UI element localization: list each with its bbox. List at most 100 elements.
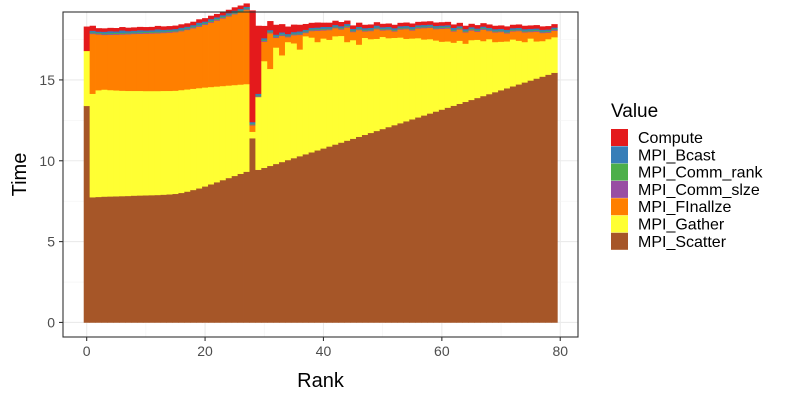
bar-segment-mpi-scatter (243, 171, 250, 323)
bar-segment-mpi-bcast (504, 29, 511, 32)
bar-segment-mpi-gather (498, 41, 505, 91)
bar-segment-mpi-scatter (148, 195, 156, 323)
bar-segment-mpi-comm-slze (95, 33, 102, 35)
legend-title: Value (611, 101, 658, 122)
bar-segment-mpi-bcast (213, 17, 221, 20)
bar-segment-mpi-bcast (350, 28, 357, 31)
bar-segment-mpi-finallze (208, 22, 215, 88)
legend-swatch (611, 232, 628, 250)
bar-segment-mpi-gather (545, 39, 552, 75)
bar-segment-mpi-scatter (462, 101, 469, 323)
bar-segment-mpi-finallze (261, 41, 268, 62)
bar-segment-mpi-comm-rank (533, 29, 540, 32)
bar-segment-compute (284, 26, 292, 35)
bar-segment-mpi-comm-slze (119, 33, 126, 35)
bar-segment-compute (202, 18, 209, 22)
bar-segment-mpi-bcast (284, 33, 292, 36)
bar-segment-mpi-finallze (373, 28, 381, 39)
bar-segment-mpi-scatter (255, 169, 262, 323)
bar-segment-mpi-comm-slze (545, 31, 552, 33)
bar-segment-mpi-comm-rank (545, 30, 552, 33)
bar-segment-mpi-comm-rank (196, 24, 203, 27)
bar-segment-mpi-comm-rank (385, 28, 392, 30)
bar-segment-mpi-comm-rank (397, 27, 404, 29)
bar-segment-mpi-bcast (296, 31, 304, 34)
bar-segment-mpi-scatter (154, 194, 162, 323)
bar-segment-mpi-bcast (409, 26, 416, 29)
bar-segment-mpi-gather (415, 38, 422, 118)
bar-segment-mpi-finallze (290, 35, 298, 44)
bar-segment-compute (190, 21, 197, 26)
bar-segment-mpi-bcast (237, 8, 244, 11)
bar-segment-mpi-comm-slze (219, 17, 227, 19)
bar-segment-mpi-finallze (539, 32, 546, 42)
bar-segment-mpi-gather (202, 87, 209, 187)
panel-border (62, 11, 579, 338)
bar-segment-mpi-scatter (492, 92, 499, 323)
legend-label: MPI_Gather (638, 217, 725, 234)
bar-segment-mpi-comm-slze (427, 26, 434, 28)
bar-segment-mpi-finallze (486, 30, 493, 40)
bar-segment-mpi-bcast (527, 28, 534, 31)
bar-segment-mpi-gather (533, 41, 540, 79)
bar-segment-mpi-comm-slze (279, 34, 286, 37)
bar-segment-mpi-gather (509, 39, 517, 87)
bar-segment-mpi-scatter (131, 195, 138, 323)
bar-segment-mpi-comm-slze (202, 23, 209, 25)
bar-segment-mpi-scatter (397, 123, 404, 323)
bar-segment-compute (379, 23, 387, 28)
bar-segment-mpi-comm-rank (208, 20, 215, 22)
bar-segment-mpi-finallze (142, 33, 150, 92)
bar-segment-mpi-comm-slze (403, 28, 410, 30)
bar-segment-mpi-comm-rank (101, 33, 108, 35)
bar-segment-mpi-comm-slze (527, 31, 534, 33)
bar-segment-mpi-comm-rank (160, 31, 167, 33)
bar-segment-mpi-bcast (261, 38, 268, 41)
bar-segment-mpi-scatter (468, 99, 475, 323)
x-tick-label: 0 (83, 343, 91, 359)
bar-segment-mpi-finallze (249, 125, 256, 132)
bar-segment-mpi-gather (397, 37, 404, 124)
bar-segment-mpi-scatter (438, 109, 446, 323)
bar-segment-mpi-scatter (391, 125, 398, 323)
bar-segment-mpi-comm-slze (160, 32, 167, 34)
bar-segment-mpi-bcast (415, 25, 422, 28)
bar-segment-mpi-gather (119, 90, 126, 197)
bar-segment-mpi-comm-rank (237, 10, 244, 12)
bar-segment-mpi-comm-rank (95, 32, 102, 34)
bar-segment-mpi-scatter (166, 194, 173, 323)
legend-swatch (611, 198, 628, 216)
bar-segment-mpi-comm-slze (101, 33, 108, 36)
bar-segment-mpi-comm-rank (142, 31, 150, 33)
bar-segment-mpi-bcast (95, 31, 102, 33)
bar-segment-mpi-comm-slze (480, 28, 487, 30)
bar-segment-mpi-bcast (166, 29, 173, 32)
bar-segment-mpi-gather (515, 40, 523, 85)
bar-segment-mpi-gather (261, 60, 268, 169)
bar-segment-mpi-gather (172, 90, 179, 195)
bar-segment-mpi-comm-slze (539, 32, 546, 34)
bar-segment-compute (498, 25, 505, 29)
bar-segment-compute (142, 27, 150, 31)
bar-segment-mpi-finallze (498, 31, 505, 42)
bar-segment-mpi-scatter (486, 93, 493, 323)
bar-segment-mpi-comm-slze (213, 19, 221, 21)
bar-segment-compute (409, 23, 416, 28)
bar-segment-mpi-comm-slze (356, 29, 363, 31)
bar-segment-mpi-bcast (486, 27, 493, 30)
bar-segment-mpi-comm-rank (344, 25, 351, 27)
bar-segment-mpi-gather (131, 90, 138, 196)
bar-segment-mpi-comm-slze (385, 29, 392, 31)
bar-segment-mpi-comm-rank (391, 29, 398, 31)
bar-segment-mpi-comm-rank (492, 30, 499, 32)
bar-segment-mpi-gather (273, 47, 280, 165)
bar-segment-mpi-bcast (367, 27, 375, 30)
bar-segment-mpi-comm-rank (302, 31, 310, 33)
bar-segment-compute (279, 24, 286, 33)
bar-segment-compute (166, 26, 173, 30)
bar-segment-mpi-finallze (284, 37, 292, 43)
bar-segment-mpi-gather (373, 38, 381, 132)
bar-segment-mpi-comm-rank (125, 32, 132, 34)
bar-segment-mpi-finallze (527, 31, 534, 39)
bar-segment-mpi-gather (468, 39, 475, 101)
